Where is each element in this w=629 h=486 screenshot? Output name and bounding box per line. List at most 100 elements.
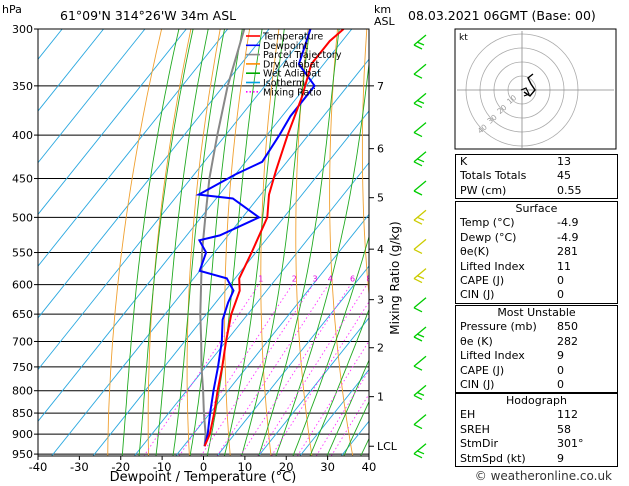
y-tick-label: 550 <box>12 247 33 260</box>
wind-barb-flag <box>416 158 425 163</box>
wind-barb-flag <box>416 391 425 396</box>
x-tick-label: -10 <box>153 460 172 474</box>
km-tick-label: 4 <box>377 243 384 256</box>
wet-adiabat-line <box>189 29 243 456</box>
y-tick-label: 900 <box>12 428 33 441</box>
wind-barb-staff <box>413 151 427 163</box>
surface-title: Surface <box>515 202 558 215</box>
hodograph-table: Hodograph EH 112 SREH 58 StmDir 301° StmSpd… <box>455 393 618 467</box>
mixing-ratio-label: 1 <box>258 275 263 284</box>
table-row: CAPE (J) 0 <box>460 363 564 377</box>
y-tick-label: 750 <box>12 361 33 374</box>
wind-barb-staff <box>413 443 427 455</box>
wind-barb-flag <box>416 333 425 338</box>
wind-barb-staff <box>413 384 427 396</box>
mixing-ratio-label: 3 <box>313 275 318 284</box>
hodograph-title: Hodograph <box>506 394 567 407</box>
table-row: Lifted Index 11 <box>460 259 571 273</box>
table-row: K 13 <box>460 155 571 168</box>
legend-label: Dewpoint <box>263 41 308 52</box>
dry-adiabat-line <box>147 29 192 456</box>
x-tick-label: -40 <box>29 460 48 474</box>
table-row: Temp (°C) -4.9 <box>460 216 579 230</box>
mixing-ratio-label: 10 <box>377 275 387 284</box>
wind-barb-flag <box>413 424 423 430</box>
dry-adiabat-line <box>295 29 313 456</box>
x-tick-label: 40 <box>362 460 377 474</box>
y-tick-label: 700 <box>12 335 33 348</box>
wind-barb-flag <box>413 365 423 371</box>
mixing-ratio-label: 25 <box>433 275 443 284</box>
mixing-ratio-label: 15 <box>401 275 411 284</box>
y-tick-label: 450 <box>12 173 33 186</box>
table-row: Lifted Index 9 <box>460 349 564 363</box>
isotherm-line <box>38 29 229 267</box>
wind-barb-flag <box>413 219 423 225</box>
wet-adiabat-line <box>121 29 180 456</box>
x-tick-label: 10 <box>238 460 253 474</box>
legend-label: Isotherm <box>263 78 305 89</box>
axes: 3003504004505005506006507007508008509009… <box>12 23 398 474</box>
mixing-ratio-label: 4 <box>328 275 333 284</box>
wet-adiabat-line <box>309 308 369 456</box>
table-row: PW (cm) 0.55 <box>460 183 582 197</box>
isotherm-line <box>92 110 369 456</box>
table-row: SREH 58 <box>460 422 571 436</box>
wind-barb-staff <box>413 180 427 192</box>
isotherm-line <box>175 213 369 456</box>
wind-barb-flag <box>413 190 423 196</box>
y-tick-label: 950 <box>12 448 33 461</box>
wind-barb-staff <box>413 268 427 280</box>
profile-lines <box>195 29 345 447</box>
wind-barb-staff <box>413 92 427 104</box>
wind-barb-flag <box>413 161 423 167</box>
wet-adiabat-line <box>326 359 369 456</box>
series-dewpoint <box>195 29 316 447</box>
y-tick-label: 500 <box>12 211 33 224</box>
km-tick-label: 2 <box>377 342 384 355</box>
km-tick-label: 1 <box>377 391 384 404</box>
wind-barb-staff <box>413 355 427 367</box>
y-tick-label: 850 <box>12 407 33 420</box>
table-row: CAPE (J) 0 <box>460 273 564 287</box>
wind-barb-staff <box>413 34 427 46</box>
wind-barb-flag <box>413 336 423 342</box>
dry-adiabat-line <box>107 29 163 456</box>
y-tick-label: 800 <box>12 385 33 398</box>
hodograph-unit-label: kt <box>459 33 468 43</box>
wet-adiabat-line <box>343 400 369 456</box>
table-row: EH 112 <box>460 408 578 422</box>
isotherm-line <box>216 265 369 456</box>
wind-barb-flag <box>413 278 423 284</box>
wind-barb-flag <box>413 44 423 50</box>
wind-barb-staff <box>413 209 427 221</box>
mixing-ratio-line <box>178 284 293 456</box>
surface-table: Surface Temp (°C) -4.9 Dewp (°C) -4.9 θe(K… <box>455 201 618 304</box>
hodograph-trace <box>523 73 536 97</box>
table-row: CIN (J) 0 <box>460 377 564 391</box>
wet-adiabat-line <box>206 29 263 456</box>
isotherm-line <box>257 317 369 456</box>
copyright: © weatheronline.co.uk <box>475 469 612 483</box>
y-tick-label: 350 <box>12 80 33 93</box>
wind-barbs <box>413 34 427 459</box>
x-tick-label: -30 <box>70 460 89 474</box>
most-unstable-table: Most Unstable Pressure (mb) 850 θe (K) 282… <box>455 305 618 394</box>
table-row: StmDir 301° <box>460 437 584 451</box>
wet-adiabat-line <box>258 29 340 456</box>
series-parcel-trajectory <box>199 29 246 447</box>
dry-adiabat-line <box>329 29 354 456</box>
isotherm-line <box>38 29 353 423</box>
wet-adiabat-line <box>172 29 225 456</box>
wet-adiabat-line <box>155 29 209 456</box>
km-tick-label: 5 <box>377 192 384 205</box>
asl-label: ASL <box>374 15 396 28</box>
table-row: Pressure (mb) 850 <box>460 320 578 334</box>
legend-label: Temperature <box>262 32 323 43</box>
wind-barb-flag <box>413 102 423 108</box>
legend-label: Dry Adiabat <box>263 59 320 70</box>
wind-barb-staff <box>413 297 427 309</box>
wet-adiabat-line <box>275 60 369 456</box>
